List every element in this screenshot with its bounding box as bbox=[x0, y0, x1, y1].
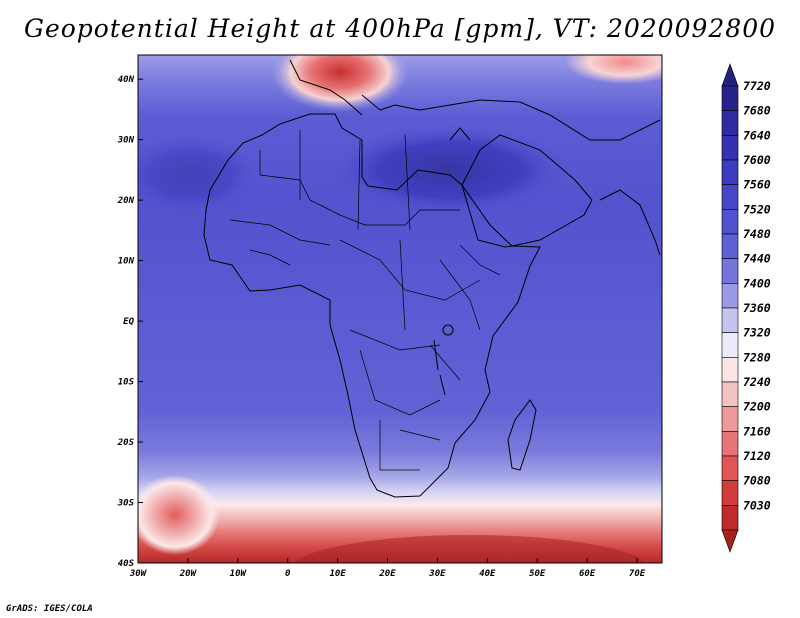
colorbar-swatch bbox=[721, 505, 739, 531]
colorbar-swatch bbox=[721, 85, 739, 111]
lon-tick-label: 40E bbox=[479, 569, 496, 579]
colorbar-swatch bbox=[721, 480, 739, 506]
colorbar-label: 7280 bbox=[743, 350, 771, 364]
arabia-coastline bbox=[461, 134, 593, 247]
colorbar-swatch bbox=[721, 159, 739, 185]
colorbar-label: 7600 bbox=[743, 153, 771, 167]
colorbar-label: 7560 bbox=[743, 178, 771, 192]
colorbar-swatch bbox=[721, 431, 739, 457]
colorbar-swatch bbox=[721, 455, 739, 481]
colorbar-swatch bbox=[721, 135, 739, 161]
colorbar-label: 7120 bbox=[743, 449, 771, 463]
lon-tick-label: 0 bbox=[285, 569, 291, 579]
coastlines bbox=[203, 59, 661, 498]
lat-tick-label: 30S bbox=[117, 499, 135, 509]
map-frame bbox=[137, 54, 663, 564]
colorbar-swatch bbox=[721, 233, 739, 259]
lon-tick-label: 10E bbox=[329, 569, 346, 579]
colorbar-swatch bbox=[721, 184, 739, 210]
lon-tick-label: 50E bbox=[529, 569, 546, 579]
colorbar-label: 7320 bbox=[743, 326, 771, 340]
colorbar-label: 7480 bbox=[743, 227, 771, 241]
lon-tick-label: 20W bbox=[179, 569, 198, 579]
colorbar-label: 7240 bbox=[743, 375, 771, 389]
colorbar-bottom-arrow bbox=[721, 529, 739, 553]
lat-tick-label: 40N bbox=[118, 75, 135, 85]
lat-tick-label: 40S bbox=[118, 559, 135, 569]
colorbar-swatch bbox=[721, 381, 739, 407]
country-borders bbox=[229, 130, 501, 471]
lat-tick-label: 20N bbox=[117, 196, 135, 206]
colorbar-label: 7520 bbox=[743, 202, 771, 216]
colorbar-swatch bbox=[721, 283, 739, 309]
colorbar-top-arrow bbox=[721, 63, 739, 87]
longitude-axis: 30W 20W 10W 0 10E 20E 30E 40E 50E 60E 70E bbox=[129, 558, 646, 579]
latitude-axis: 40N 30N 20N 10N EQ 10S 20S 30S 40S bbox=[117, 75, 143, 569]
lat-tick-label: EQ bbox=[123, 317, 134, 327]
colorbar-label: 7080 bbox=[743, 474, 771, 488]
lon-tick-label: 10W bbox=[230, 569, 248, 579]
colorbar-label: 7640 bbox=[743, 128, 771, 142]
nile-delta bbox=[449, 127, 471, 141]
colorbar-label: 7440 bbox=[743, 252, 771, 266]
lon-tick-label: 30E bbox=[428, 569, 446, 579]
colorbar-label: 7200 bbox=[743, 400, 771, 414]
lake-victoria bbox=[442, 324, 454, 336]
lon-tick-label: 20E bbox=[378, 569, 396, 579]
map-title: Geopotential Height at 400hPa [gpm], VT:… bbox=[23, 14, 777, 43]
lat-tick-label: 20S bbox=[117, 438, 135, 448]
colorbar-label: 7160 bbox=[743, 424, 771, 438]
colorbar-label: 7400 bbox=[743, 276, 771, 290]
colorbar-label: 7680 bbox=[743, 104, 771, 118]
india-coastline bbox=[599, 189, 661, 256]
colorbar-swatch bbox=[721, 258, 739, 284]
lon-tick-label: 70E bbox=[629, 569, 646, 579]
colorbar-swatch bbox=[721, 110, 739, 136]
colorbar-label: 7030 bbox=[743, 498, 771, 512]
colorbar-swatch bbox=[721, 406, 739, 432]
lon-tick-label: 60E bbox=[579, 569, 596, 579]
colorbar: 7720 7680 7640 7600 7560 7520 7480 7440 7400 7360… bbox=[721, 63, 771, 553]
height-field bbox=[138, 55, 662, 563]
rift-lakes bbox=[433, 339, 446, 396]
colorbar-swatch bbox=[721, 357, 739, 383]
europe-coastline bbox=[289, 59, 661, 141]
africa-coastline bbox=[203, 113, 541, 498]
lat-tick-label: 10N bbox=[118, 257, 135, 267]
lon-tick-label: 30W bbox=[129, 569, 148, 579]
madagascar-coastline bbox=[507, 399, 537, 471]
colorbar-swatch bbox=[721, 209, 739, 235]
grads-credit: GrADS: IGES/COLA bbox=[6, 604, 93, 614]
colorbar-label: 7720 bbox=[743, 79, 771, 93]
lat-tick-label: 30N bbox=[117, 136, 135, 146]
colorbar-swatch bbox=[721, 332, 739, 358]
red-sea bbox=[461, 184, 513, 247]
colorbar-swatch bbox=[721, 307, 739, 333]
colorbar-label: 7360 bbox=[743, 301, 771, 315]
lat-tick-label: 10S bbox=[118, 378, 135, 388]
